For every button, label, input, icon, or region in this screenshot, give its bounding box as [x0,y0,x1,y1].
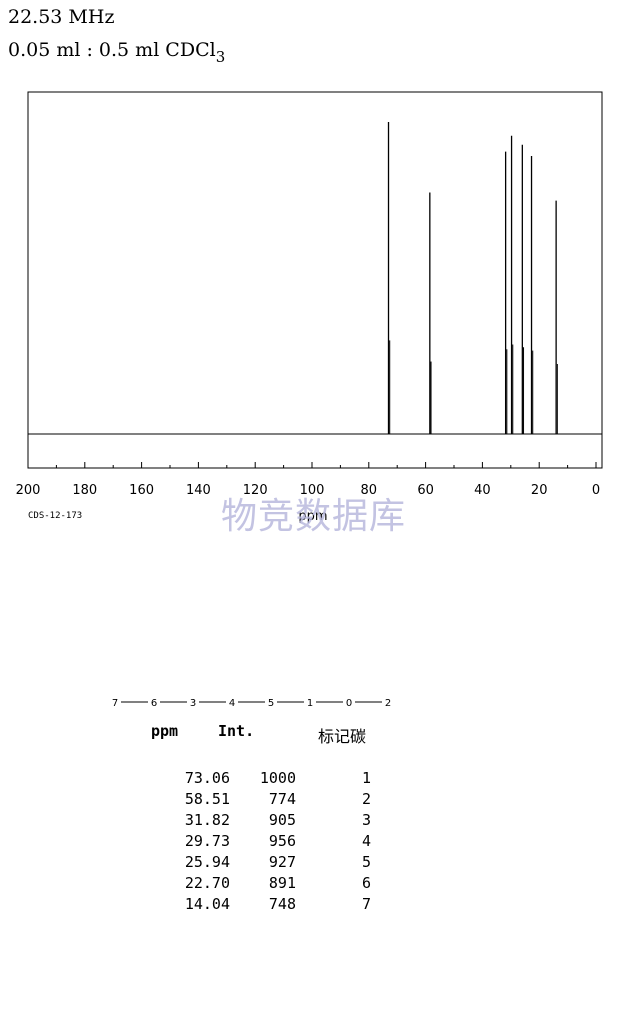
cell-ppm: 73.06 [184,769,230,787]
x-tick-label: 140 [186,483,211,498]
cell-int: 748 [268,895,296,913]
sample-prefix: 0.05 ml : 0.5 ml CDCl [8,39,216,61]
cell-int: 905 [268,811,296,829]
x-tick-label: 120 [243,483,268,498]
frequency-label: 22.53 MHz [8,6,115,28]
x-tick-label: 180 [72,483,97,498]
atom-label: 5 [268,698,274,709]
x-axis-label: ppm [298,509,327,524]
x-tick-label: 0 [592,483,600,498]
x-tick-label: 100 [300,483,325,498]
atom-label: 6 [151,698,157,709]
cell-ppm: 25.94 [184,853,230,871]
cell-int: 774 [268,790,296,808]
cell-int: 927 [268,853,296,871]
x-tick-label: 80 [361,483,378,498]
x-tick-label: 20 [531,483,548,498]
cell-carbon: 1 [361,769,371,787]
cell-ppm: 31.82 [184,811,230,829]
header-ppm: ppm [151,722,179,740]
atom-label: 4 [229,698,235,709]
cell-ppm: 58.51 [184,790,230,808]
cell-int: 956 [268,832,296,850]
header-int: Int. [218,722,255,740]
cell-ppm: 22.70 [184,874,230,892]
header-carbon: 标记碳 [318,727,367,746]
cell-int: 1000 [259,769,296,787]
atom-label: 7 [112,698,118,709]
atom-label: 3 [190,698,196,709]
cell-carbon: 4 [361,832,371,850]
atom-label: 0 [346,698,352,709]
x-tick-label: 200 [16,483,41,498]
x-tick-label: 40 [474,483,491,498]
molecule-chain: 7 6 3 4 5 1 0 2 [112,698,391,709]
cell-carbon: 7 [361,895,371,913]
cell-carbon: 5 [361,853,371,871]
sample-label: 0.05 ml : 0.5 ml CDCl3 [8,39,225,66]
sample-subscript: 3 [215,48,226,66]
cell-carbon: 3 [361,811,371,829]
plot-frame [27,91,603,469]
atom-label: 2 [385,698,391,709]
cell-carbon: 6 [361,874,371,892]
x-tick-label: 160 [129,483,154,498]
cell-ppm: 14.04 [184,895,230,913]
cell-ppm: 29.73 [184,832,230,850]
atom-label: 1 [307,698,313,709]
cell-carbon: 2 [361,790,371,808]
x-tick-label: 60 [417,483,434,498]
spectrum-code: CDS-12-173 [28,511,83,521]
cell-int: 891 [268,874,296,892]
watermark: 物竞数据库 [221,496,407,537]
